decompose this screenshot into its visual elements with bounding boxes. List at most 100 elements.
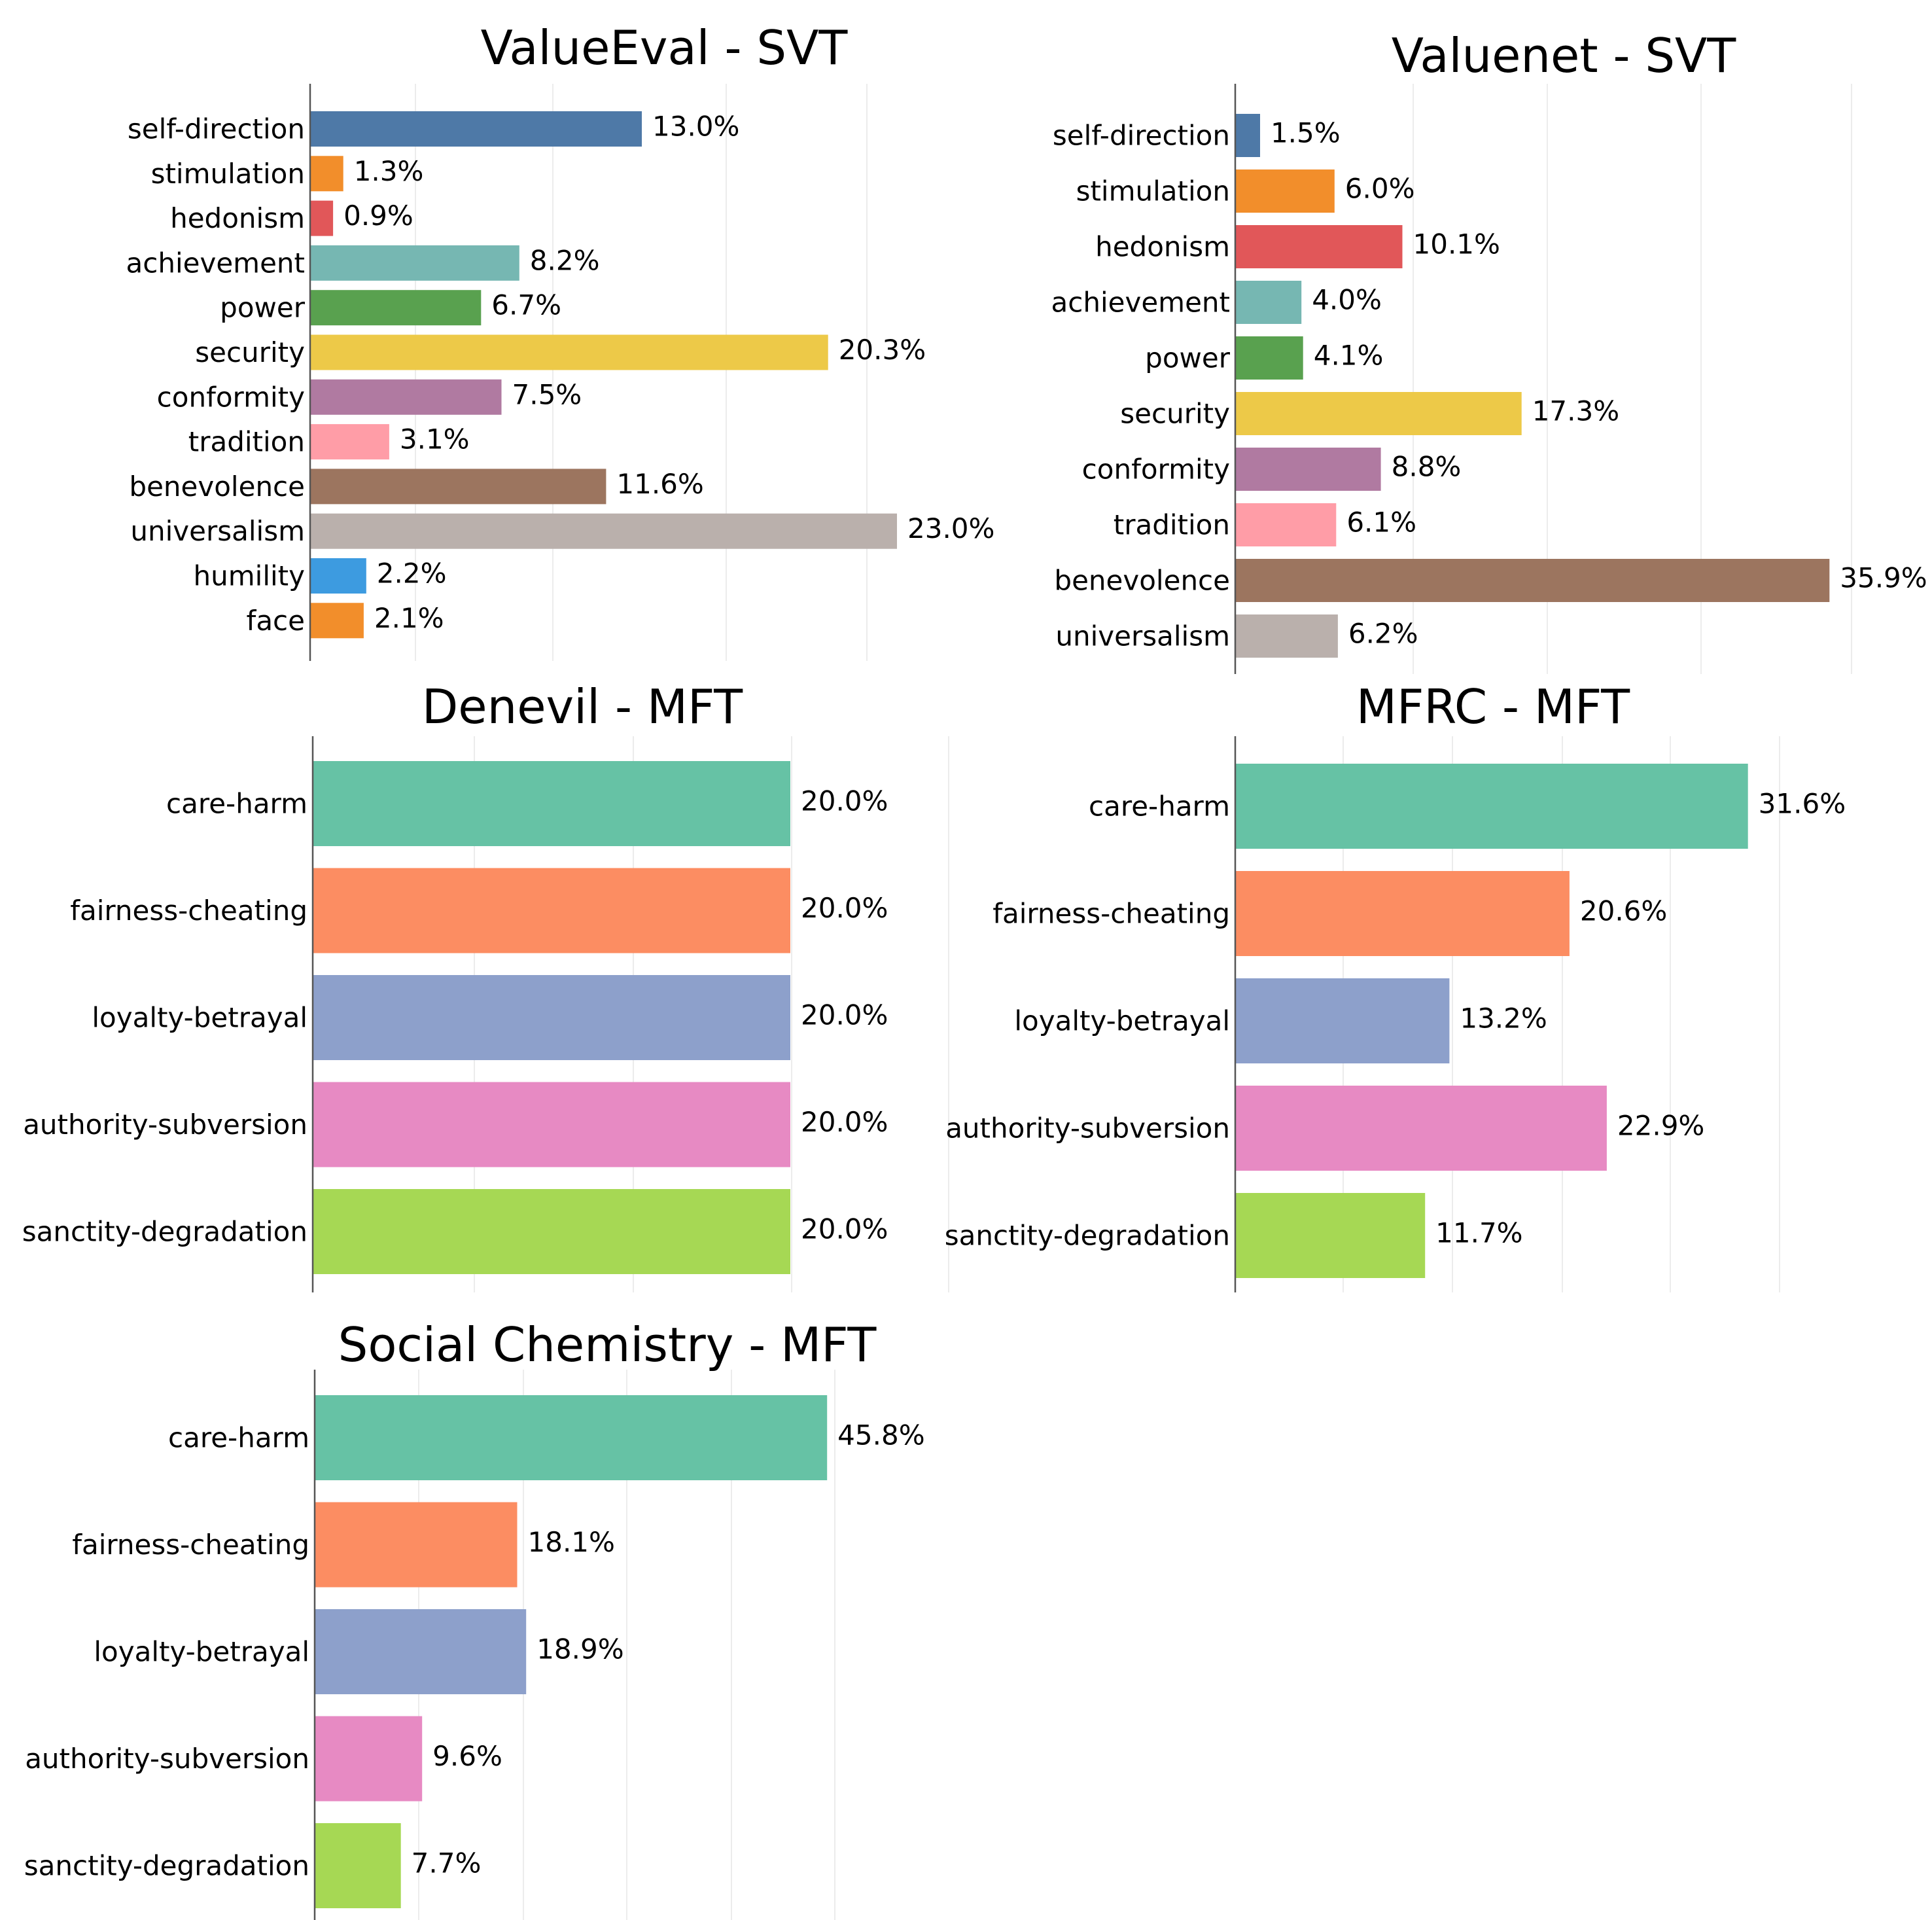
bar-hedonism: [310, 200, 334, 236]
category-label: sanctity-degradation: [22, 1216, 307, 1248]
data-label: 4.0%: [1312, 284, 1382, 316]
chart-panel-2: Valuenet - SVT self-direction 1.5% stimulat…: [1051, 28, 1927, 674]
category-label: fairness-cheating: [72, 1529, 309, 1561]
data-label: 6.1%: [1346, 507, 1416, 539]
data-label: 2.2%: [377, 558, 447, 590]
data-label: 20.0%: [801, 785, 888, 817]
bar-achievement: [1235, 281, 1302, 324]
chart-panel-4: MFRC - MFT care-harm 31.6% fairness-cheatin…: [945, 679, 1846, 1292]
category-label: benevolence: [129, 471, 305, 503]
bar-benevolence: [310, 469, 606, 505]
data-label: 9.6%: [432, 1740, 502, 1772]
data-label: 20.0%: [801, 1213, 888, 1245]
category-label: authority-subversion: [23, 1109, 307, 1141]
category-label: face: [247, 605, 305, 637]
chart-panel-5: Social Chemistry - MFT care-harm 45.8% fair…: [24, 1317, 925, 1920]
data-label: 13.2%: [1460, 1003, 1547, 1035]
data-label: 11.7%: [1435, 1217, 1522, 1249]
bar-care-harm: [315, 1395, 828, 1480]
category-label: authority-subversion: [25, 1743, 309, 1775]
bar-universalism: [310, 513, 897, 549]
bar-sanctity-degradation: [1235, 1193, 1426, 1278]
category-label: tradition: [1114, 509, 1230, 541]
bar-face: [310, 603, 364, 639]
bar-authority-subversion: [1235, 1086, 1607, 1171]
data-label: 1.3%: [354, 155, 424, 187]
bar-care-harm: [1235, 764, 1748, 849]
category-label: self-direction: [128, 113, 305, 145]
data-label: 8.2%: [530, 244, 600, 276]
data-label: 0.9%: [343, 200, 413, 232]
bar-self-direction: [310, 111, 642, 147]
category-label: hedonism: [170, 202, 305, 234]
bar-conformity: [1235, 448, 1381, 491]
data-label: 6.2%: [1348, 618, 1418, 650]
category-label: fairness-cheating: [992, 898, 1230, 930]
bar-sanctity-degradation: [315, 1823, 401, 1908]
bar-loyalty-betrayal: [315, 1609, 527, 1694]
chart-title: ValueEval - SVT: [481, 20, 849, 75]
category-label: humility: [194, 560, 305, 592]
bar-universalism: [1235, 614, 1338, 658]
category-label: sanctity-degradation: [24, 1850, 309, 1882]
bar-conformity: [310, 379, 502, 415]
data-label: 7.5%: [512, 378, 582, 410]
data-label: 1.5%: [1271, 117, 1341, 149]
chart-title: Valuenet - SVT: [1392, 28, 1737, 83]
data-label: 3.1%: [400, 423, 470, 455]
category-label: care-harm: [1089, 791, 1230, 823]
chart-panel-3: Denevil - MFT care-harm 20.0% fairness-chea…: [22, 679, 949, 1292]
data-label: 17.3%: [1532, 395, 1619, 427]
chart-title: Denevil - MFT: [422, 679, 743, 734]
bar-loyalty-betrayal: [313, 975, 790, 1060]
data-label: 20.6%: [1580, 895, 1667, 927]
category-label: achievement: [1051, 287, 1231, 319]
data-label: 7.7%: [412, 1847, 482, 1879]
category-label: sanctity-degradation: [945, 1220, 1230, 1252]
data-label: 11.6%: [616, 468, 703, 500]
category-label: loyalty-betrayal: [94, 1636, 309, 1668]
bar-benevolence: [1235, 559, 1830, 602]
category-label: benevolence: [1054, 565, 1230, 597]
bar-humility: [310, 558, 366, 594]
data-label: 4.1%: [1314, 340, 1384, 372]
category-label: tradition: [188, 426, 305, 458]
data-label: 45.8%: [837, 1419, 924, 1451]
data-label: 2.1%: [374, 602, 444, 634]
bar-security: [310, 334, 828, 370]
bar-achievement: [310, 245, 519, 281]
data-label: 8.8%: [1392, 451, 1462, 483]
bar-stimulation: [310, 156, 343, 192]
category-label: universalism: [1055, 620, 1230, 652]
category-label: fairness-cheating: [70, 895, 307, 927]
bar-authority-subversion: [315, 1716, 423, 1802]
data-label: 13.0%: [652, 111, 739, 143]
category-label: security: [1120, 398, 1230, 430]
data-label: 20.0%: [801, 999, 888, 1031]
category-label: hedonism: [1095, 231, 1230, 263]
data-label: 18.1%: [528, 1526, 615, 1558]
bar-hedonism: [1235, 225, 1403, 268]
category-label: achievement: [126, 247, 306, 279]
category-label: care-harm: [166, 788, 307, 820]
category-label: authority-subversion: [945, 1112, 1230, 1145]
chart-title: MFRC - MFT: [1356, 679, 1630, 734]
data-label: 31.6%: [1759, 788, 1846, 820]
category-label: conformity: [1082, 453, 1230, 486]
bar-tradition: [1235, 503, 1337, 546]
data-label: 10.1%: [1413, 228, 1500, 260]
data-label: 20.3%: [839, 334, 926, 366]
category-label: loyalty-betrayal: [1014, 1005, 1230, 1037]
data-label: 23.0%: [907, 512, 994, 544]
category-label: security: [195, 336, 305, 368]
data-label: 20.0%: [801, 1106, 888, 1138]
category-label: stimulation: [1076, 175, 1230, 207]
bar-loyalty-betrayal: [1235, 978, 1450, 1063]
bar-stimulation: [1235, 169, 1335, 213]
chart-panel-1: ValueEval - SVT self-direction 13.0% stimul…: [126, 20, 994, 661]
data-label: 18.9%: [536, 1633, 624, 1665]
bar-self-direction: [1235, 114, 1260, 157]
category-label: care-harm: [168, 1422, 309, 1454]
bar-security: [1235, 392, 1522, 435]
